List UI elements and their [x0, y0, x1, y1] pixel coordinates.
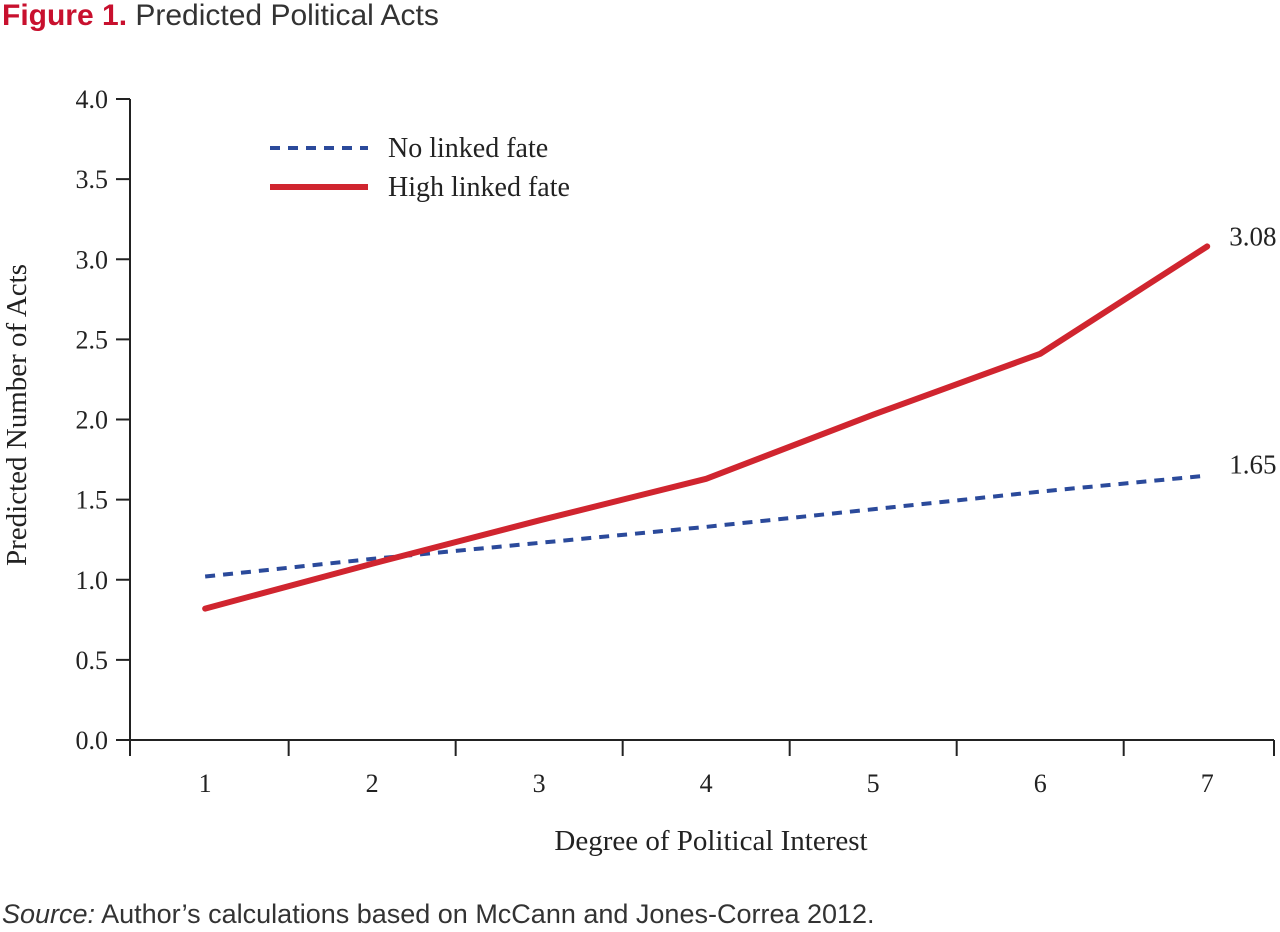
x-tick-label: 5 [867, 769, 880, 798]
chart-legend: No linked fate High linked fate [270, 133, 570, 203]
x-axis-ticks: 1 2 3 4 5 6 7 [129, 740, 1275, 798]
y-axis-ticks: 0.0 0.5 1.0 1.5 2.0 2.5 3.0 3.5 4.0 [76, 85, 130, 755]
x-tick-label: 3 [533, 769, 546, 798]
figure-title: Figure 1. Predicted Political Acts [2, 0, 439, 36]
source-note: Source: Author’s calculations based on M… [2, 896, 875, 932]
y-tick-label: 0.0 [76, 726, 109, 755]
y-tick-label: 1.5 [76, 486, 109, 515]
line-chart: 0.0 0.5 1.0 1.5 2.0 2.5 3.0 3.5 4.0 1 2 3 4 5 6 7 1.65… [1, 85, 1276, 857]
x-tick-label: 4 [700, 769, 713, 798]
chart-series: 1.65 3.08 [202, 221, 1276, 612]
end-value-label: 1.65 [1229, 450, 1276, 480]
y-tick-label: 3.0 [76, 245, 109, 274]
chart-axes [129, 99, 1274, 741]
high-linked-fate-line [202, 243, 1211, 612]
no-linked-fate-line [204, 473, 1208, 579]
source-label: Source: [2, 899, 96, 929]
x-axis-label: Degree of Political Interest [554, 825, 867, 857]
x-tick-label: 1 [199, 769, 212, 798]
y-tick-label: 0.5 [76, 646, 109, 675]
source-text: Author’s calculations based on McCann an… [101, 899, 875, 929]
x-tick-label: 6 [1034, 769, 1047, 798]
end-value-label: 3.08 [1229, 221, 1276, 251]
y-tick-label: 1.0 [76, 566, 109, 595]
legend-label: High linked fate [388, 172, 570, 203]
y-tick-label: 4.0 [76, 85, 109, 114]
figure-title-text: Predicted Political Acts [135, 0, 439, 32]
legend-label: No linked fate [388, 133, 548, 164]
y-tick-label: 3.5 [76, 165, 109, 194]
y-tick-label: 2.5 [76, 325, 109, 354]
figure-label: Figure 1. [2, 0, 128, 32]
y-axis-label: Predicted Number of Acts [1, 264, 33, 566]
y-tick-label: 2.0 [76, 406, 109, 435]
x-tick-label: 2 [366, 769, 379, 798]
x-tick-label: 7 [1201, 769, 1214, 798]
